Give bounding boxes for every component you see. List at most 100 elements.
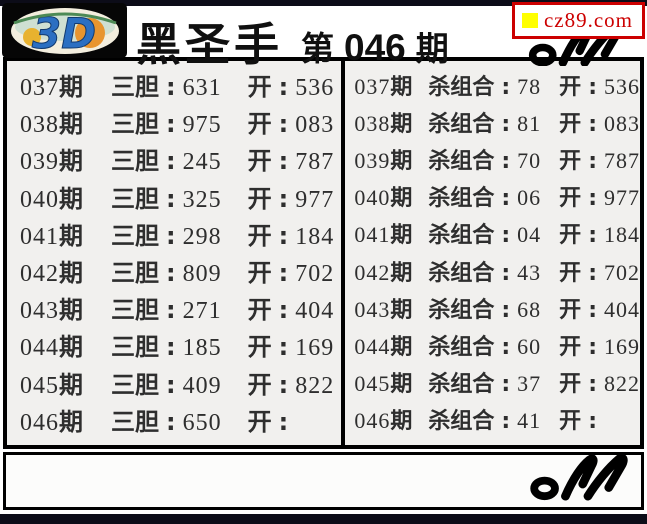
row-colon: :	[278, 296, 289, 325]
row-colon: :	[166, 259, 176, 288]
site-badge[interactable]: cz89.com	[511, 2, 645, 39]
row-open-value: 977	[295, 186, 335, 213]
table-row: 040 期 杀组合:06 开:977	[354, 180, 640, 212]
row-colon: :	[588, 111, 597, 137]
row-period-suffix: 期	[59, 73, 83, 102]
row-colon: :	[588, 260, 597, 286]
row-period-number: 046	[20, 409, 59, 436]
row-open-value: 977	[604, 185, 640, 211]
row-value: 631	[182, 75, 222, 102]
row-colon: :	[501, 148, 511, 174]
row-label: 三胆	[111, 73, 159, 102]
row-open-value: 536	[295, 75, 335, 102]
row-colon: :	[166, 370, 176, 399]
row-value: 06	[517, 185, 542, 211]
row-colon: :	[588, 297, 597, 323]
title-text: 黑圣手	[136, 18, 284, 71]
row-colon: :	[588, 74, 597, 100]
row-period-suffix: 期	[59, 407, 83, 436]
row-open-value: 702	[604, 259, 640, 285]
row-open-label: 开	[247, 407, 272, 436]
row-open-value: 404	[295, 298, 335, 325]
prediction-table: 037 期 三胆:631 开:536 038 期 三胆:975 开:083 039 期…	[3, 57, 644, 449]
three-dan-column: 037 期 三胆:631 开:536 038 期 三胆:975 开:083 039 期…	[7, 61, 341, 445]
table-row: 041 期 三胆:298 开:184	[20, 216, 341, 251]
table-row: 043 期 杀组合:68 开:404	[354, 292, 640, 324]
row-colon: :	[501, 372, 511, 398]
ok-signature-icon	[530, 455, 628, 501]
row-open-value: 184	[295, 223, 335, 250]
row-open-label: 开	[559, 297, 582, 323]
row-open-value: 404	[604, 296, 640, 322]
table-row: 045 期 三胆:409 开:822	[20, 365, 341, 400]
site-badge-text: cz89.com	[543, 8, 633, 32]
row-open-label: 开	[247, 370, 272, 399]
row-open-label: 开	[559, 148, 582, 174]
table-row: 037 期 三胆:631 开:536	[20, 67, 341, 102]
row-value: 04	[517, 222, 542, 248]
row-period-number: 039	[20, 149, 59, 176]
row-label: 杀组合	[428, 223, 495, 249]
row-label: 杀组合	[428, 186, 495, 212]
period-prefix: 第	[301, 29, 335, 68]
row-colon: :	[588, 148, 597, 174]
row-open-label: 开	[559, 409, 582, 435]
row-colon: :	[278, 333, 289, 362]
row-value: 60	[517, 333, 542, 359]
row-value: 325	[182, 186, 222, 213]
row-period-number: 041	[354, 222, 391, 248]
row-open-value: 702	[295, 261, 335, 288]
row-value: 78	[517, 73, 542, 99]
row-label: 三胆	[111, 259, 159, 288]
row-colon: :	[588, 334, 597, 360]
row-open-label: 开	[559, 334, 582, 360]
top-divider-strip	[0, 0, 647, 6]
table-row: 046 期 杀组合:41 开:	[354, 403, 640, 435]
row-open-value: 169	[295, 335, 335, 362]
row-label: 三胆	[111, 221, 159, 250]
row-value: 975	[182, 112, 222, 139]
row-value: 68	[517, 296, 542, 322]
table-row: 037 期 杀组合:78 开:536	[354, 69, 640, 101]
row-colon: :	[501, 297, 511, 323]
row-open-label: 开	[247, 73, 272, 102]
table-row: 042 期 三胆:809 开:702	[20, 253, 341, 288]
row-open-value: 822	[295, 372, 335, 399]
row-open-label: 开	[247, 110, 272, 139]
table-row: 044 期 杀组合:60 开:169	[354, 329, 640, 361]
row-period-suffix: 期	[59, 147, 83, 176]
row-open-value: 169	[604, 333, 640, 359]
row-period-suffix: 期	[390, 409, 413, 435]
row-label: 三胆	[111, 370, 159, 399]
row-open-value: 822	[604, 371, 640, 397]
row-period-number: 039	[354, 147, 391, 173]
row-colon: :	[501, 260, 511, 286]
row-label: 三胆	[111, 296, 159, 325]
row-colon: :	[278, 370, 289, 399]
row-open-label: 开	[559, 186, 582, 212]
row-value: 185	[182, 335, 222, 362]
table-row: 038 期 杀组合:81 开:083	[354, 106, 640, 138]
row-colon: :	[501, 74, 511, 100]
row-colon: :	[278, 73, 289, 102]
row-period-number: 045	[20, 372, 59, 399]
table-row: 044 期 三胆:185 开:169	[20, 327, 341, 362]
row-colon: :	[588, 223, 597, 249]
3d-logo-graphic: 3D	[2, 3, 127, 59]
row-colon: :	[166, 221, 176, 250]
row-period-number: 043	[20, 298, 59, 325]
table-row: 043 期 三胆:271 开:404	[20, 290, 341, 325]
row-label: 杀组合	[428, 260, 495, 286]
row-period-suffix: 期	[390, 260, 413, 286]
row-label: 杀组合	[428, 148, 495, 174]
row-colon: :	[166, 296, 176, 325]
row-colon: :	[278, 259, 289, 288]
row-colon: :	[588, 186, 597, 212]
row-period-suffix: 期	[59, 221, 83, 250]
row-value: 41	[517, 408, 542, 434]
bottom-divider-strip	[0, 514, 647, 524]
row-colon: :	[501, 111, 511, 137]
row-period-suffix: 期	[390, 223, 413, 249]
row-period-number: 042	[354, 259, 391, 285]
row-open-label: 开	[247, 147, 272, 176]
